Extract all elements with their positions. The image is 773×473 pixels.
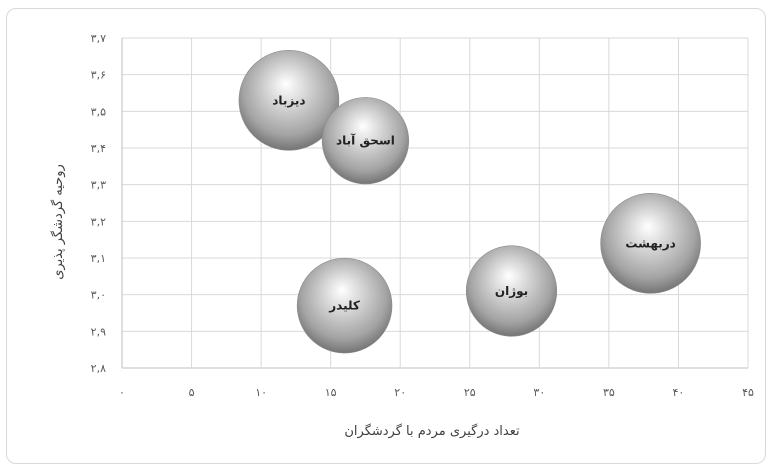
y-tick-label: ۳,۳ — [91, 179, 106, 192]
y-tick-label: ۳,۴ — [91, 142, 106, 155]
x-axis-title: تعداد درگیری مردم با گردشگران — [344, 423, 520, 439]
y-tick-label: ۳,۶ — [91, 69, 106, 82]
x-tick-label: ۱۵ — [325, 386, 337, 399]
bubble — [465, 245, 558, 337]
x-tick-label: ۲۵ — [464, 386, 476, 399]
x-tick-label: ۲۰ — [394, 386, 406, 399]
bubble — [321, 97, 410, 185]
bubble-label: دیزباد — [272, 93, 305, 107]
bubble-label: بوژان — [495, 284, 528, 299]
bubble-label: دربهشت — [625, 236, 675, 250]
y-tick-label: ۳,۱ — [91, 252, 106, 265]
bubble-label: اسحق آباد — [336, 133, 395, 148]
x-tick-label: ۳۵ — [603, 386, 615, 399]
y-tick-label: ۲,۹ — [91, 325, 106, 338]
x-tick-label: ۳۰ — [533, 386, 545, 399]
x-tick-label: ۱۰ — [255, 386, 267, 399]
y-axis-ticks: ۲,۸ ۲,۹ ۳,۰ ۳,۱ ۳,۲ ۳,۳ ۳,۴ ۳,۵ ۳,۶ ۳,۷ — [91, 32, 106, 375]
x-tick-label: ۰ — [119, 386, 125, 399]
bubbles: دیزباد اسحق آباد دربهشت بوژان کلیدر — [238, 50, 701, 354]
y-axis-title: روحیه گردشگر پذیری — [50, 164, 66, 280]
x-tick-label: ۴۵ — [742, 386, 754, 399]
x-tick-label: ۴۰ — [673, 386, 685, 399]
bubble — [238, 50, 340, 151]
y-tick-label: ۳,۷ — [91, 32, 106, 45]
bubble — [296, 257, 393, 354]
y-tick-label: ۲,۸ — [91, 362, 106, 375]
y-tick-label: ۳,۲ — [91, 215, 106, 228]
x-axis-ticks: ۰ ۵ ۱۰ ۱۵ ۲۰ ۲۵ ۳۰ ۳۵ ۴۰ ۴۵ — [119, 386, 754, 399]
y-tick-label: ۳,۰ — [91, 289, 106, 302]
bubble-label: کلیدر — [328, 299, 360, 313]
bubble — [600, 193, 701, 294]
y-tick-label: ۳,۵ — [91, 105, 106, 118]
x-tick-label: ۵ — [189, 386, 195, 399]
